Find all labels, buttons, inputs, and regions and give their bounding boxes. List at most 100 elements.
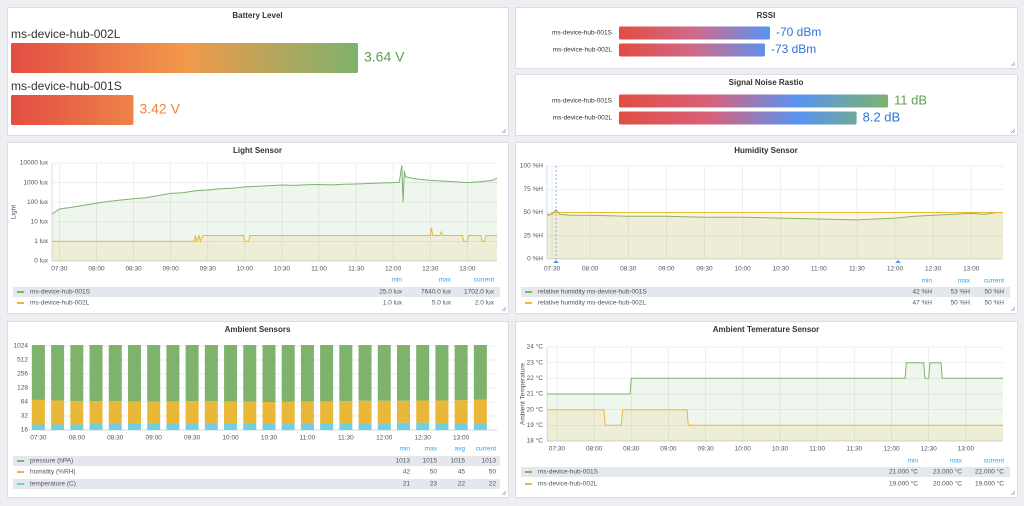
x-tick-label: 13:00 — [459, 266, 476, 273]
bar-segment — [127, 401, 141, 424]
x-tick-label: 08:00 — [69, 435, 86, 442]
y-tick-label: 19 °C — [527, 421, 544, 429]
legend-header: max — [950, 458, 963, 465]
x-tick-label: 13:00 — [453, 435, 470, 442]
resize-handle — [501, 490, 507, 496]
y-tick-label: 21 °C — [527, 390, 544, 398]
bar-segment — [396, 422, 410, 430]
x-tick-label: 09:30 — [696, 266, 713, 273]
plot-area — [547, 362, 1003, 441]
annotation-marker — [895, 260, 901, 263]
gauge-bar — [619, 26, 770, 40]
bar-segment — [224, 401, 238, 424]
series-line — [547, 212, 1003, 216]
legend-name: pressure (hPA) — [30, 458, 73, 465]
legend-header: max — [958, 278, 971, 285]
legend-name: ms-device-hub-002L — [30, 300, 90, 307]
plot-area — [52, 165, 497, 261]
x-tick-label: 12:00 — [887, 266, 904, 273]
x-tick-label: 08:30 — [125, 266, 142, 273]
gauge-label: ms-device-hub-001S — [11, 79, 122, 93]
bar-segment — [224, 423, 238, 430]
plot-area — [32, 345, 487, 430]
legend-stat: 20.000 °C — [933, 480, 962, 488]
panel — [515, 142, 1018, 314]
x-tick-label: 10:30 — [772, 446, 789, 453]
bar-segment — [358, 345, 372, 401]
bar-segment — [300, 423, 314, 430]
gauge-bar — [11, 95, 134, 125]
series-line — [547, 208, 1003, 221]
legend-header: current — [984, 458, 1004, 465]
legend-stat: 47 %H — [912, 300, 932, 307]
panel-title: Humidity Sensor — [734, 146, 798, 155]
bar-segment — [185, 423, 199, 430]
legend-stat: 42 %H — [912, 289, 932, 296]
bar-segment — [377, 400, 391, 424]
legend-stat: 53 %H — [950, 289, 970, 296]
x-tick-label: 11:00 — [809, 446, 825, 453]
bar-segment — [320, 345, 334, 402]
legend-stat: 1702.0 lux — [464, 289, 495, 296]
series-line — [547, 362, 1003, 395]
plot-area — [547, 208, 1003, 259]
y-tick-label: 23 °C — [527, 358, 544, 366]
panel-title: Ambient Temerature Sensor — [713, 325, 820, 334]
bar-segment — [320, 401, 334, 424]
legend-stat: 22 — [489, 481, 497, 488]
x-tick-label: 09:00 — [146, 435, 163, 442]
gauge-bar — [619, 111, 857, 125]
y-tick-label: 25 %H — [523, 232, 543, 239]
y-tick-label: 50 %H — [523, 209, 543, 216]
bar-segment — [147, 401, 161, 424]
x-tick-label: 08:30 — [620, 266, 637, 273]
y-tick-label: 18 °C — [527, 437, 544, 445]
bar-segment — [224, 345, 238, 402]
legend-stat: 50 %H — [950, 300, 970, 307]
legend-name: humidity (%RH) — [30, 469, 76, 476]
bar-segment — [185, 345, 199, 402]
gauge-label: ms-device-hub-001S — [552, 30, 613, 37]
x-tick-label: 13:00 — [958, 446, 975, 453]
gauge-value: -73 dBm — [771, 42, 816, 56]
series-line — [52, 227, 497, 244]
legend-stat: 1.0 lux — [383, 300, 403, 307]
legend-stat: 21 — [403, 481, 411, 488]
bar-segment — [204, 401, 218, 424]
y-tick-label: 0 %H — [527, 256, 543, 263]
x-tick-label: 09:00 — [163, 266, 180, 273]
legend-stat: 1013 — [482, 458, 497, 465]
y-tick-label: 1 lux — [34, 238, 48, 245]
x-tick-label: 08:00 — [582, 266, 599, 273]
bar-segment — [70, 345, 84, 402]
x-tick-label: 08:30 — [623, 446, 640, 453]
panel-title: Signal Noise Rastio — [729, 78, 804, 87]
gauge-bar — [619, 94, 888, 108]
bar-segment — [89, 345, 103, 402]
gauge-value: -70 dBm — [776, 25, 821, 39]
x-tick-label: 12:30 — [415, 435, 432, 442]
legend-row-bg — [521, 467, 1010, 477]
y-tick-label: 10 lux — [31, 219, 49, 226]
x-tick-label: 10:30 — [274, 266, 291, 273]
series-line — [52, 165, 497, 215]
legend-stat: 45 — [458, 469, 466, 476]
bar-segment — [377, 345, 391, 401]
bar-segment — [435, 400, 449, 424]
y-tick-label: 22 °C — [527, 374, 544, 382]
x-tick-label: 10:00 — [735, 446, 752, 453]
gauge-value: 3.42 V — [139, 101, 180, 117]
gauge-bar — [619, 43, 765, 57]
legend-row-bg — [521, 287, 1010, 297]
legend-header: min — [392, 277, 403, 284]
bar-segment — [339, 401, 353, 424]
bar-segment — [435, 345, 449, 401]
x-tick-label: 11:00 — [311, 266, 327, 273]
bar-segment — [339, 345, 353, 402]
x-tick-label: 09:00 — [660, 446, 677, 453]
legend-header: min — [922, 278, 933, 285]
legend-stat: 21.000 °C — [889, 468, 918, 476]
panel-title: Ambient Sensors — [225, 325, 291, 334]
bar-segment — [473, 345, 487, 400]
legend-header: max — [425, 446, 438, 453]
